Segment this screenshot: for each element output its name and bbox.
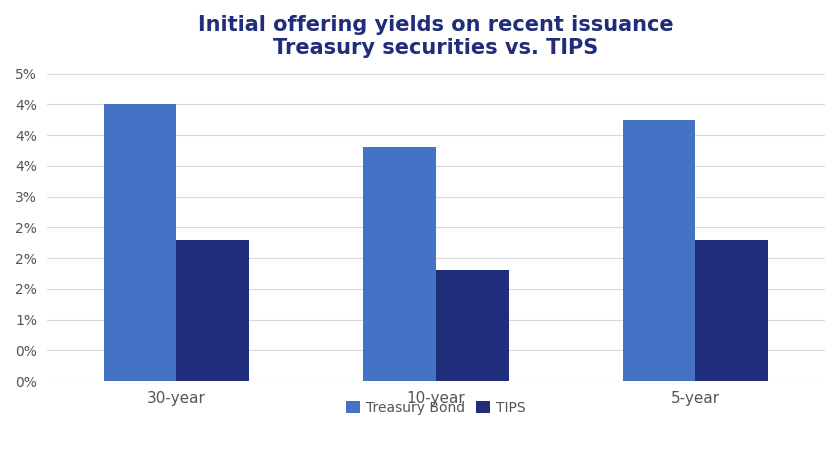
Bar: [436, 270, 508, 381]
Title: Initial offering yields on recent issuance
Treasury securities vs. TIPS: Initial offering yields on recent issuan…: [198, 15, 674, 58]
Bar: [696, 240, 768, 381]
Bar: [104, 104, 176, 381]
Legend: Treasury Bond, TIPS: Treasury Bond, TIPS: [341, 395, 531, 420]
Bar: [622, 120, 696, 381]
Bar: [176, 240, 249, 381]
Bar: [363, 147, 436, 381]
